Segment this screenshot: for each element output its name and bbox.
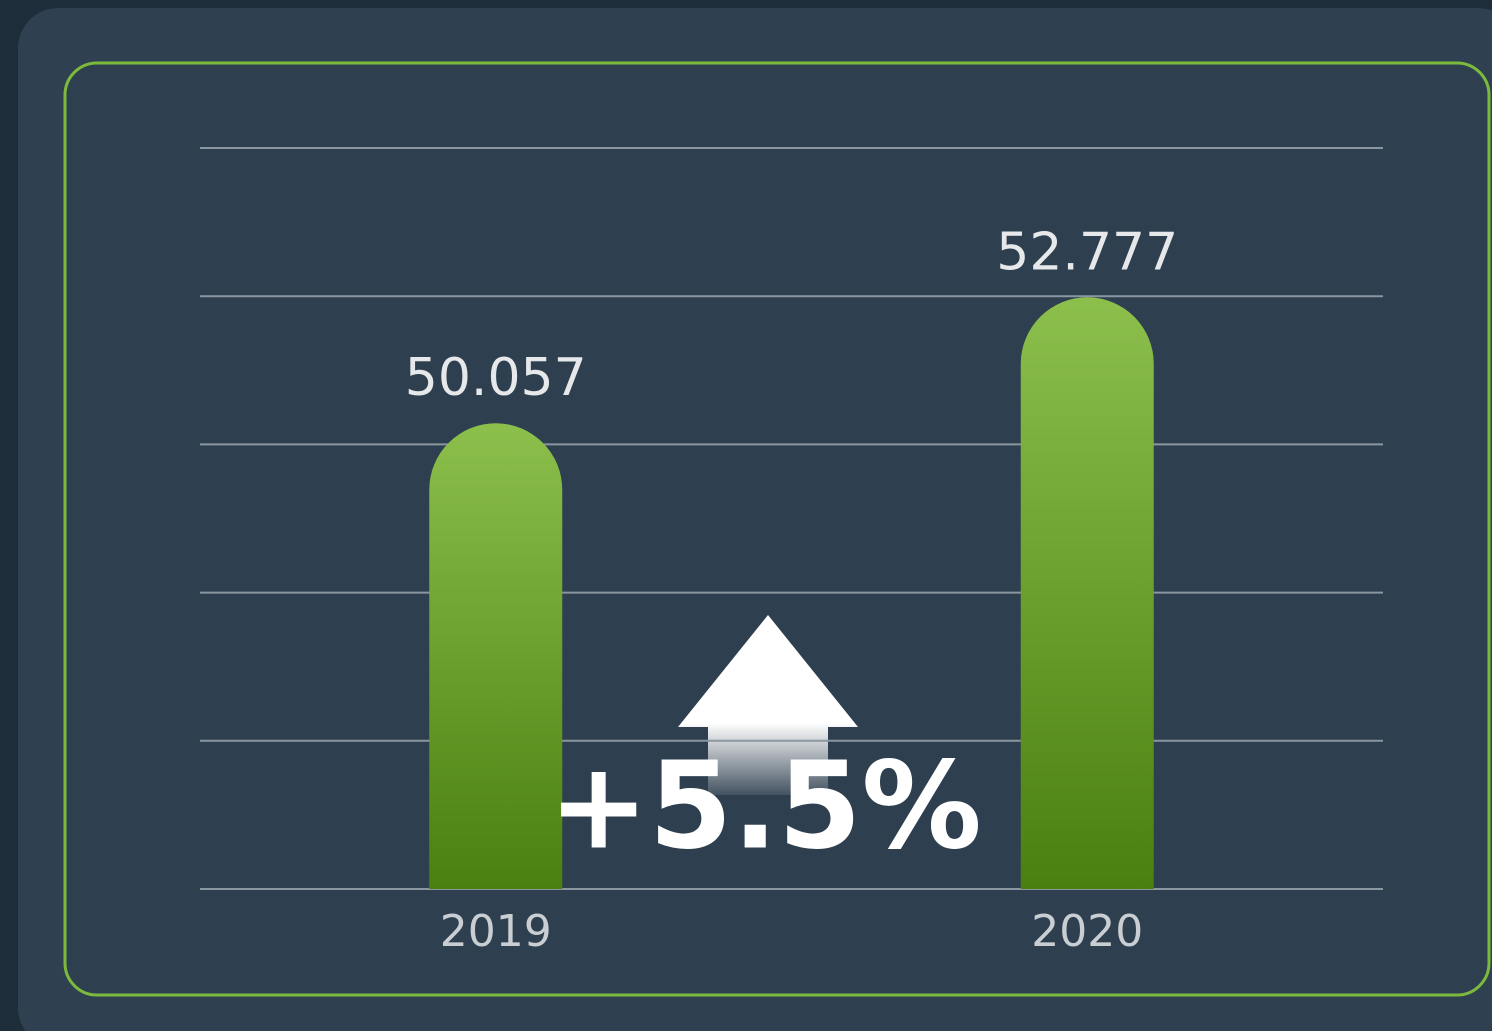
bar — [429, 423, 563, 889]
value-label: 52.777 — [996, 222, 1178, 282]
x-tick-label: 2019 — [440, 906, 552, 957]
change-annotation: +5.5% — [548, 738, 981, 877]
bar — [1020, 297, 1154, 889]
value-label: 50.057 — [405, 348, 587, 408]
x-tick-label: 2020 — [1031, 906, 1143, 957]
up-arrow — [678, 615, 858, 795]
